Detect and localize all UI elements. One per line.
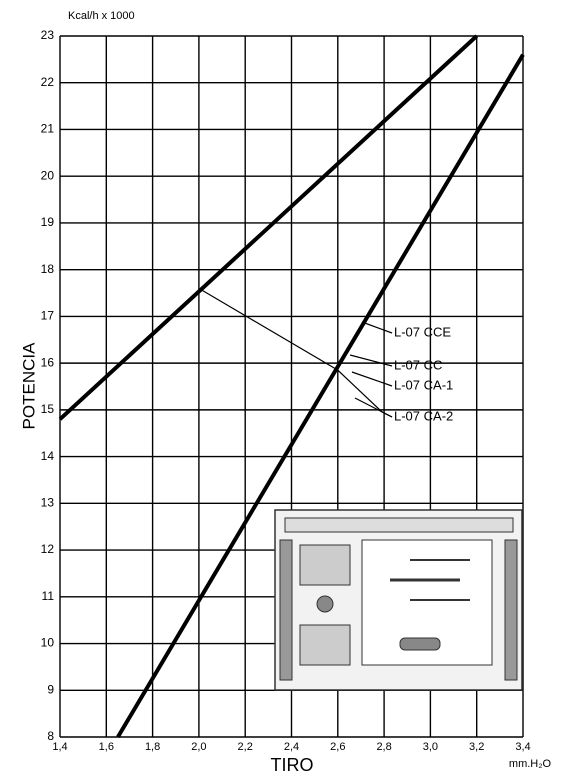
x-unit: mm.H₂O xyxy=(509,758,552,770)
x-tick-label: 2,8 xyxy=(376,741,391,753)
leader-line xyxy=(352,372,392,386)
leader-line xyxy=(350,355,392,366)
y-tick-label: 13 xyxy=(41,496,55,510)
y-tick-label: 18 xyxy=(41,262,55,276)
y-unit: Kcal/h x 1000 xyxy=(68,10,135,22)
x-tick-label: 1,6 xyxy=(99,741,114,753)
y-tick-label: 23 xyxy=(41,28,55,42)
y-axis-title: POTENCIA xyxy=(19,342,38,430)
y-tick-label: 16 xyxy=(41,355,55,369)
y-tick-label: 9 xyxy=(47,682,54,696)
annotation: L-07 CA-2 xyxy=(394,408,453,423)
boiler-illustration xyxy=(275,510,522,690)
x-tick-label: 3,2 xyxy=(469,741,484,753)
x-tick-label: 2,6 xyxy=(330,741,345,753)
y-tick-label: 11 xyxy=(42,589,55,603)
chart: Kcal/h x 1000 POTENCIA TIRO mm.H₂O 89101… xyxy=(0,0,567,778)
y-tick-label: 14 xyxy=(41,449,55,463)
x-tick-label: 2,2 xyxy=(238,741,253,753)
x-tick-label: 1,8 xyxy=(145,741,160,753)
leader-line xyxy=(355,398,392,417)
y-tick-label: 15 xyxy=(41,402,55,416)
x-tick-label: 3,0 xyxy=(423,741,438,753)
x-tick-label: 3,4 xyxy=(515,741,530,753)
annotation: L-07 CCE xyxy=(394,324,451,339)
annotation: L-07 CC xyxy=(394,357,442,372)
y-tick-label: 10 xyxy=(41,636,55,650)
leader-line xyxy=(362,322,392,333)
y-tick-label: 22 xyxy=(41,75,55,89)
x-tick-label: 2,4 xyxy=(284,741,299,753)
y-tick-label: 21 xyxy=(41,122,55,136)
y-tick-label: 20 xyxy=(41,168,55,182)
leader-line xyxy=(199,288,392,417)
x-tick-label: 2,0 xyxy=(191,741,206,753)
page: Kcal/h x 1000 POTENCIA TIRO mm.H₂O 89101… xyxy=(0,0,567,778)
x-tick-label: 1,4 xyxy=(52,741,67,753)
y-tick-label: 17 xyxy=(41,309,55,323)
y-tick-label: 12 xyxy=(41,542,55,556)
y-tick-label: 19 xyxy=(41,215,55,229)
x-axis-title: TIRO xyxy=(271,755,314,775)
annotation: L-07 CA-1 xyxy=(394,377,453,392)
